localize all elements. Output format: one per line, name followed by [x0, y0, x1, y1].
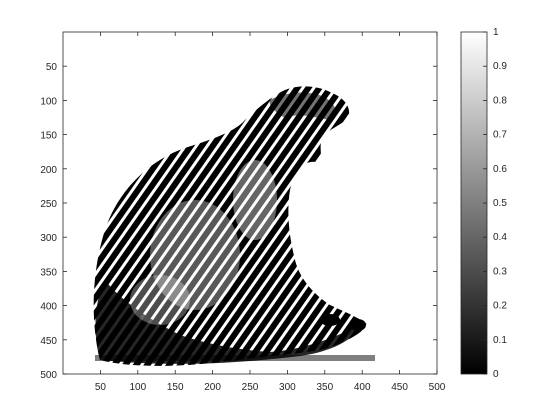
colorbar-tick-label: 0 [493, 369, 499, 380]
y-tick-label: 100 [40, 96, 57, 107]
colorbar-tick-label: 0.1 [493, 335, 507, 346]
colorbar-tick-label: 1 [493, 27, 499, 38]
image-plot-area [62, 31, 438, 375]
y-tick-label: 50 [46, 62, 58, 73]
colorbar-tick-label: 0.4 [493, 232, 507, 243]
colorbar-tick-label: 0.7 [493, 130, 507, 141]
y-tick-label: 450 [40, 336, 57, 347]
y-tick-label: 300 [40, 233, 57, 244]
colorbar-ticks: 0 0.1 0.2 0.3 0.4 0.5 0.6 0.7 0.8 0.9 1 [483, 27, 507, 380]
colorbar-tick-label: 0.2 [493, 301, 507, 312]
y-tick-label: 250 [40, 199, 57, 210]
colorbar: 0 0.1 0.2 0.3 0.4 0.5 0.6 0.7 0.8 0.9 1 [460, 27, 507, 380]
colorbar-tick-label: 0.3 [493, 266, 507, 277]
y-tick-label: 350 [40, 267, 57, 278]
colorbar-gradient [461, 32, 487, 374]
x-tick-label: 200 [204, 382, 221, 393]
x-tick-label: 500 [429, 382, 446, 393]
thresholded-cat-image [93, 86, 375, 366]
x-tick-label: 150 [167, 382, 184, 393]
x-axis-ticks: 50 100 150 200 250 300 350 400 450 500 [95, 32, 446, 393]
y-axis-ticks: 50 100 150 200 250 300 350 400 450 500 [40, 62, 437, 381]
y-tick-label: 150 [40, 131, 57, 142]
x-tick-label: 100 [129, 382, 146, 393]
x-tick-label: 300 [279, 382, 296, 393]
colorbar-tick-label: 0.6 [493, 164, 507, 175]
y-tick-label: 200 [40, 165, 57, 176]
colorbar-tick-label: 0.9 [493, 61, 507, 72]
colorbar-tick-label: 0.8 [493, 95, 507, 106]
x-tick-label: 400 [354, 382, 371, 393]
x-tick-label: 50 [95, 382, 107, 393]
y-tick-label: 400 [40, 302, 57, 313]
x-tick-label: 450 [391, 382, 408, 393]
y-tick-label: 500 [40, 370, 57, 381]
x-tick-label: 250 [242, 382, 259, 393]
colorbar-tick-label: 0.5 [493, 198, 507, 209]
x-tick-label: 350 [316, 382, 333, 393]
